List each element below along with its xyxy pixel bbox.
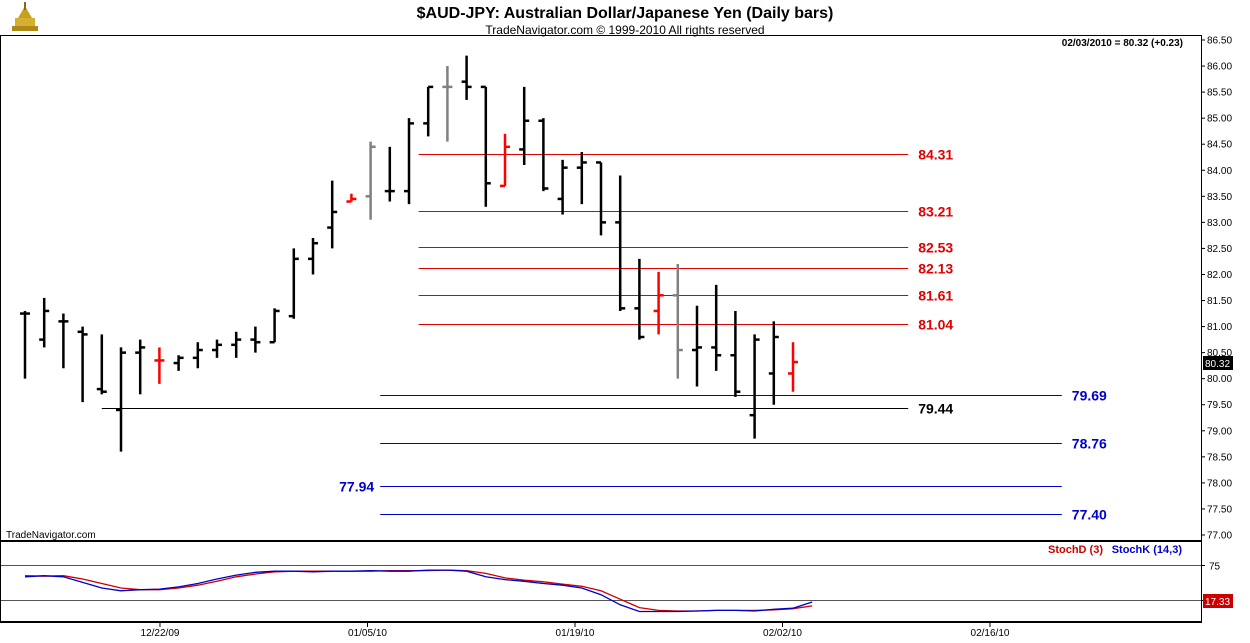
- ohlc-bar: [173, 355, 184, 371]
- ohlc-bar: [672, 264, 683, 379]
- ohlc-bar: [327, 180, 338, 249]
- ohlc-bar: [250, 326, 261, 353]
- ohlc-bar: [480, 85, 491, 207]
- chart-title: $AUD-JPY: Australian Dollar/Japanese Yen…: [417, 5, 834, 22]
- ohlc-bar: [365, 141, 376, 220]
- price-bars: [20, 55, 798, 452]
- price-tick-label: 79.00: [1207, 426, 1232, 437]
- price-tick-label: 83.50: [1207, 192, 1232, 203]
- price-axis: 86.50 86.00 85.50 85.00 84.50 84.00 83.50 83.00…: [1201, 36, 1232, 542]
- stoch-k-line: [24, 569, 813, 613]
- watermark: TradeNavigator.com: [6, 530, 96, 541]
- stoch-d-line: [24, 569, 813, 612]
- ohlc-bar: [538, 118, 549, 192]
- stoch-k-legend: StochK (14,3): [1112, 544, 1183, 556]
- price-level-label: 78.76: [1072, 436, 1107, 452]
- ohlc-bar: [135, 339, 146, 395]
- ohlc-bar: [231, 331, 242, 358]
- ohlc-bar: [20, 310, 30, 379]
- ohlc-bar: [346, 193, 357, 203]
- price-level-label: 82.13: [918, 261, 953, 277]
- ohlc-bar: [711, 284, 722, 371]
- price-tick-label: 85.50: [1207, 88, 1232, 99]
- stoch-d-legend: StochD (3): [1048, 544, 1103, 556]
- date-tick-label: 02/02/10: [763, 628, 802, 639]
- ohlc-bar: [39, 297, 50, 348]
- date-tick-label: 01/05/10: [348, 628, 387, 639]
- price-levels: 84.31 83.21 82.53 82.13 81.61 81.04 79.69 79.44…: [101, 147, 1107, 523]
- ohlc-bar: [557, 159, 568, 215]
- stoch-last-marker: 17.33: [1203, 594, 1233, 608]
- stochastic-panel: StochD (3) StochK (14,3): [0, 541, 1202, 622]
- ohlc-bar: [116, 347, 126, 452]
- date-tick-label: 12/22/09: [141, 628, 180, 639]
- ohlc-bar: [404, 118, 414, 205]
- ohlc-bar: [768, 321, 779, 405]
- price-tick-label: 78.50: [1207, 452, 1232, 463]
- price-tick-label: 81.00: [1207, 322, 1232, 333]
- ohlc-bar: [442, 66, 453, 142]
- ohlc-bar: [576, 152, 587, 205]
- price-tick-label: 86.50: [1207, 36, 1232, 47]
- price-level-label: 83.21: [918, 204, 953, 220]
- ohlc-bar: [308, 238, 318, 275]
- ohlc-bar: [634, 258, 645, 340]
- price-level-label: 77.40: [1072, 507, 1107, 523]
- ohlc-bar: [192, 342, 203, 369]
- ohlc-bar: [596, 161, 606, 236]
- ohlc-bar: [77, 326, 88, 403]
- price-tick-label: 82.00: [1207, 270, 1232, 281]
- price-tick-label: 77.50: [1207, 504, 1232, 515]
- stochastic-lines: 7525: [1, 562, 1221, 613]
- price-tick-label: 86.00: [1207, 62, 1232, 73]
- ohlc-bar: [749, 334, 760, 439]
- price-level-label: 79.44: [918, 401, 953, 417]
- ohlc-bar: [58, 313, 69, 369]
- date-axis: 12/22/09 01/05/10 01/19/10 02/02/10 02/16/10: [0, 622, 1202, 639]
- price-level-label: 82.53: [918, 240, 953, 256]
- price-tick-label: 83.00: [1207, 218, 1232, 229]
- price-panel: 02/03/2010 = 80.32 (+0.23) TradeNavigato…: [0, 35, 1202, 541]
- quote-readout: 02/03/2010 = 80.32 (+0.23): [1062, 38, 1183, 49]
- ohlc-bar: [519, 86, 530, 166]
- price-level-label: 77.94: [339, 479, 374, 495]
- price-tick-label: 81.50: [1207, 296, 1232, 307]
- price-tick-label: 82.50: [1207, 244, 1232, 255]
- price-level-label: 84.31: [918, 147, 953, 163]
- ohlc-bar: [730, 310, 741, 397]
- price-tick-label: 80.50: [1207, 348, 1232, 359]
- price-level-label: 81.04: [918, 317, 953, 333]
- stoch-last-label: 17.33: [1205, 597, 1230, 608]
- ohlc-bar: [423, 85, 434, 137]
- price-tick-label: 85.00: [1207, 114, 1232, 125]
- trade-navigator-logo: [10, 2, 40, 34]
- price-level-label: 79.69: [1072, 388, 1107, 404]
- price-tick-label: 80.00: [1207, 374, 1232, 385]
- ohlc-bar: [500, 133, 510, 188]
- ohlc-bar: [154, 347, 165, 384]
- ohlc-bar: [788, 342, 798, 392]
- price-tick-label: 84.00: [1207, 166, 1232, 177]
- ohlc-bar: [212, 339, 222, 358]
- price-tick-label: 79.50: [1207, 400, 1232, 411]
- ohlc-bar: [653, 271, 664, 335]
- chart-subtitle: TradeNavigator.com © 1999-2010 All right…: [485, 23, 764, 37]
- stoch-tick-label: 75: [1209, 562, 1221, 573]
- ohlc-bar: [461, 55, 472, 100]
- price-tick-label: 78.00: [1207, 478, 1232, 489]
- price-tick-label: 77.00: [1207, 531, 1232, 542]
- date-tick-label: 01/19/10: [556, 628, 595, 639]
- ohlc-bar: [269, 308, 280, 344]
- price-level-label: 81.61: [918, 288, 953, 304]
- last-price-label: 80.32: [1205, 359, 1230, 370]
- last-price-marker: 80.32: [1203, 356, 1233, 370]
- ohlc-bar: [96, 334, 107, 395]
- ohlc-bar: [384, 146, 395, 202]
- price-tick-label: 84.50: [1207, 140, 1232, 151]
- ohlc-bar: [692, 305, 702, 387]
- date-tick-label: 02/16/10: [971, 628, 1010, 639]
- ohlc-bar: [615, 175, 626, 311]
- ohlc-bar: [288, 248, 299, 319]
